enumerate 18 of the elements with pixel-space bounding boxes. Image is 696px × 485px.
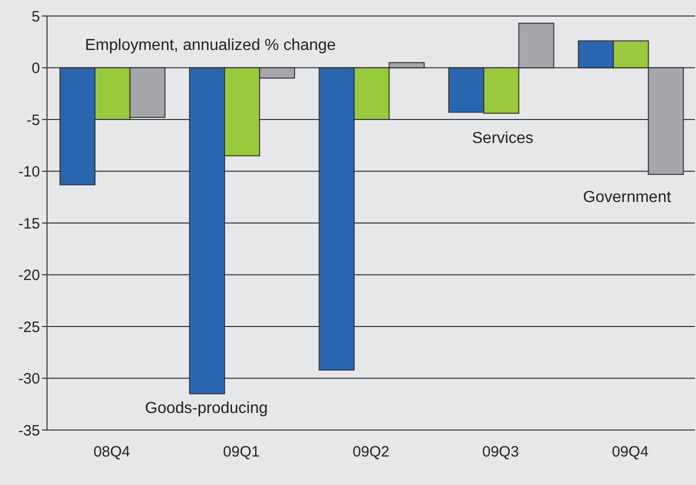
y-tick-label: 0 [32,60,40,78]
y-tick-label: -35 [18,422,40,440]
x-tick-label: 09Q4 [612,444,649,461]
y-tick-label: -10 [18,164,40,181]
y-tick-label: -20 [18,267,40,284]
x-tick-label: 09Q1 [223,444,260,461]
y-tick-label: 5 [32,8,40,26]
series-label: Services [472,130,534,148]
x-tick-label: 09Q3 [482,444,519,461]
y-tick-label: -5 [26,112,40,129]
y-tick-label: -15 [18,215,40,232]
x-tick-label: 08Q4 [93,444,130,461]
series-label: Government [583,189,672,207]
y-tick-label: -25 [18,318,40,336]
y-tick-label: -30 [18,370,40,388]
series-label: Goods-producing [145,400,268,418]
x-tick-label: 09Q2 [352,444,390,461]
text: Employment, annualized % change [85,37,336,55]
